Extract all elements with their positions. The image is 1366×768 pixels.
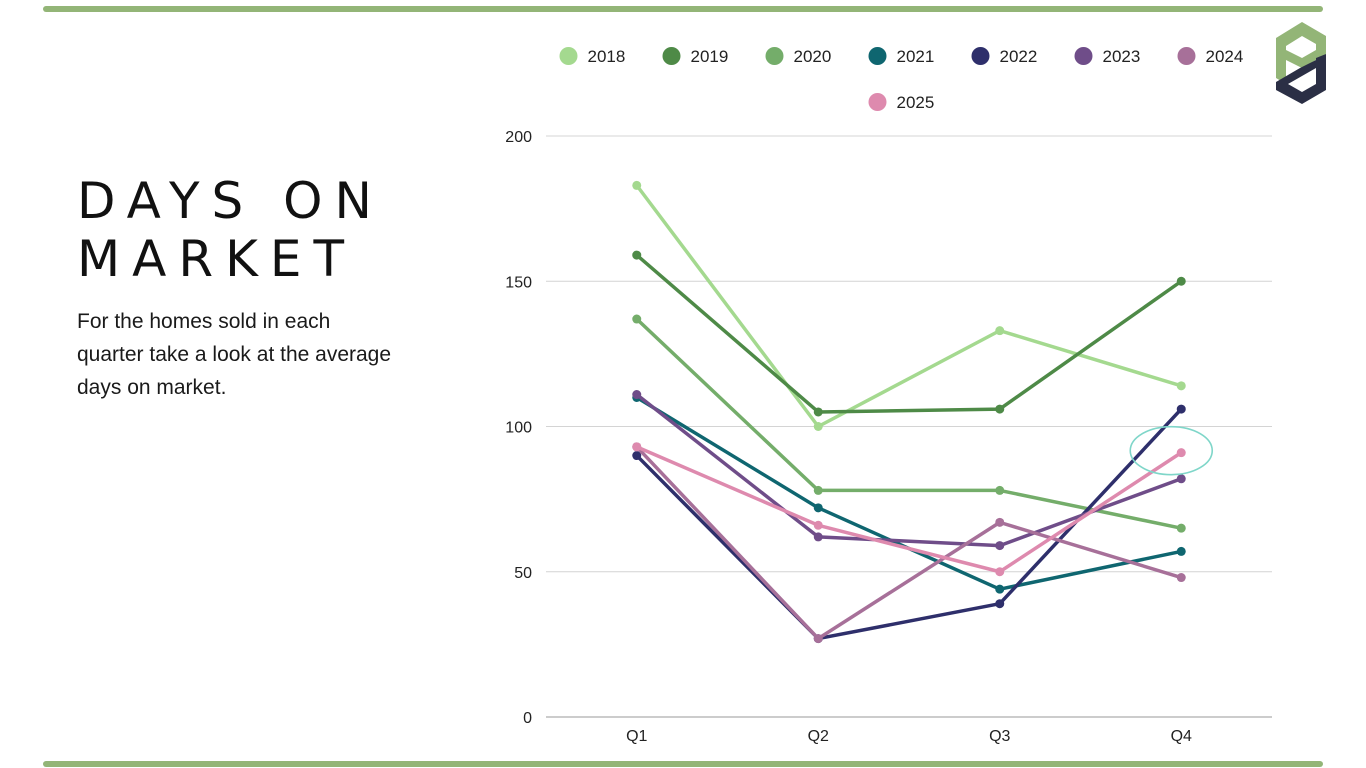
chart-annotation [1129,425,1214,476]
data-point-2023-Q3 [995,541,1005,551]
series-2022 [632,404,1186,644]
legend-marker [971,47,990,65]
days-on-market-chart: 2018 2019 2020 2021 2022 2023 2024 2025 0 50 100 1… [505,47,1272,745]
series-line-2025 [635,445,1183,574]
data-point-2019-Q1 [632,250,642,260]
legend-label: 2024 [1206,47,1244,66]
legend-label: 2021 [897,47,935,66]
series-line-2024 [635,445,1183,641]
data-point-2024-Q2 [813,634,823,644]
data-point-2025-Q4 [1176,448,1186,458]
pd-logo-icon [1276,22,1326,104]
legend-label: 2019 [691,47,729,66]
series-line-2022 [635,407,1183,641]
page-title: DAYS ON MARKET [77,172,384,288]
data-point-2019-Q2 [813,407,823,417]
data-point-2024-Q3 [995,517,1005,527]
series-line-2020 [635,317,1183,530]
legend-marker [1074,47,1093,65]
chart-legend: 2018 2019 2020 2021 2022 2023 2024 2025 [559,47,1244,112]
legend-label: 2022 [1000,47,1038,66]
legend-item-2019: 2019 [662,47,729,66]
data-point-2022-Q3 [995,599,1005,609]
data-point-2021-Q3 [995,584,1005,594]
data-point-2018-Q2 [813,422,823,431]
series-2018 [632,180,1186,431]
y-tick-label: 200 [505,129,532,146]
data-point-2022-Q4 [1176,404,1186,414]
legend-item-2020: 2020 [765,47,832,66]
bottom-rule [43,761,1323,767]
data-point-2023-Q2 [813,532,823,542]
chart-series [632,180,1186,644]
data-point-2018-Q1 [632,180,642,190]
data-point-2025-Q3 [995,567,1005,577]
series-2020 [632,314,1186,533]
data-point-2019-Q4 [1176,276,1186,286]
series-2019 [632,250,1186,417]
data-point-2021-Q4 [1176,546,1186,556]
data-point-2019-Q3 [995,404,1005,414]
y-tick-label: 0 [523,710,532,727]
series-line-2023 [635,392,1183,548]
legend-label: 2023 [1103,47,1141,66]
data-point-2025-Q2 [813,520,823,530]
x-tick-label: Q3 [989,728,1010,745]
data-point-2025-Q1 [632,442,642,452]
x-tick-label: Q2 [808,728,829,745]
data-point-2020-Q2 [813,485,823,495]
y-axis: 0 50 100 150 200 [505,129,532,727]
data-point-2023-Q1 [632,390,642,400]
x-tick-label: Q1 [626,728,647,745]
legend-label: 2020 [794,47,832,66]
legend-item-2022: 2022 [971,47,1038,66]
legend-marker [765,47,784,65]
legend-label: 2025 [897,93,935,112]
legend-item-2023: 2023 [1074,47,1141,66]
legend-item-2021: 2021 [868,47,935,66]
data-point-2023-Q4 [1176,474,1186,484]
legend-marker [559,47,578,65]
data-point-2020-Q1 [632,314,642,324]
y-tick-label: 150 [505,274,532,291]
series-2023 [632,390,1186,551]
legend-item-2025: 2025 [868,93,935,112]
data-point-2018-Q3 [995,326,1005,336]
data-point-2020-Q3 [995,485,1005,495]
legend-item-2024: 2024 [1177,47,1244,66]
x-axis: Q1 Q2 Q3 Q4 [626,728,1192,745]
legend-label: 2018 [588,47,626,66]
page-subtitle: For the homes sold in each quarter take … [77,310,392,399]
x-tick-label: Q4 [1171,728,1192,745]
series-2025 [632,442,1186,577]
data-point-2022-Q1 [632,451,642,461]
legend-marker [662,47,681,65]
series-line-2019 [635,253,1183,414]
legend-item-2018: 2018 [559,47,626,66]
top-rule [43,6,1323,12]
highlight-circle [1129,425,1214,476]
data-point-2021-Q2 [813,503,823,513]
series-line-2018 [635,183,1183,429]
y-tick-label: 50 [514,565,532,582]
data-point-2018-Q4 [1176,381,1186,391]
data-point-2024-Q4 [1176,573,1186,583]
legend-marker [868,47,887,65]
data-point-2020-Q4 [1176,523,1186,533]
legend-marker [1177,47,1196,65]
y-tick-label: 100 [505,420,532,437]
legend-marker [868,93,887,111]
